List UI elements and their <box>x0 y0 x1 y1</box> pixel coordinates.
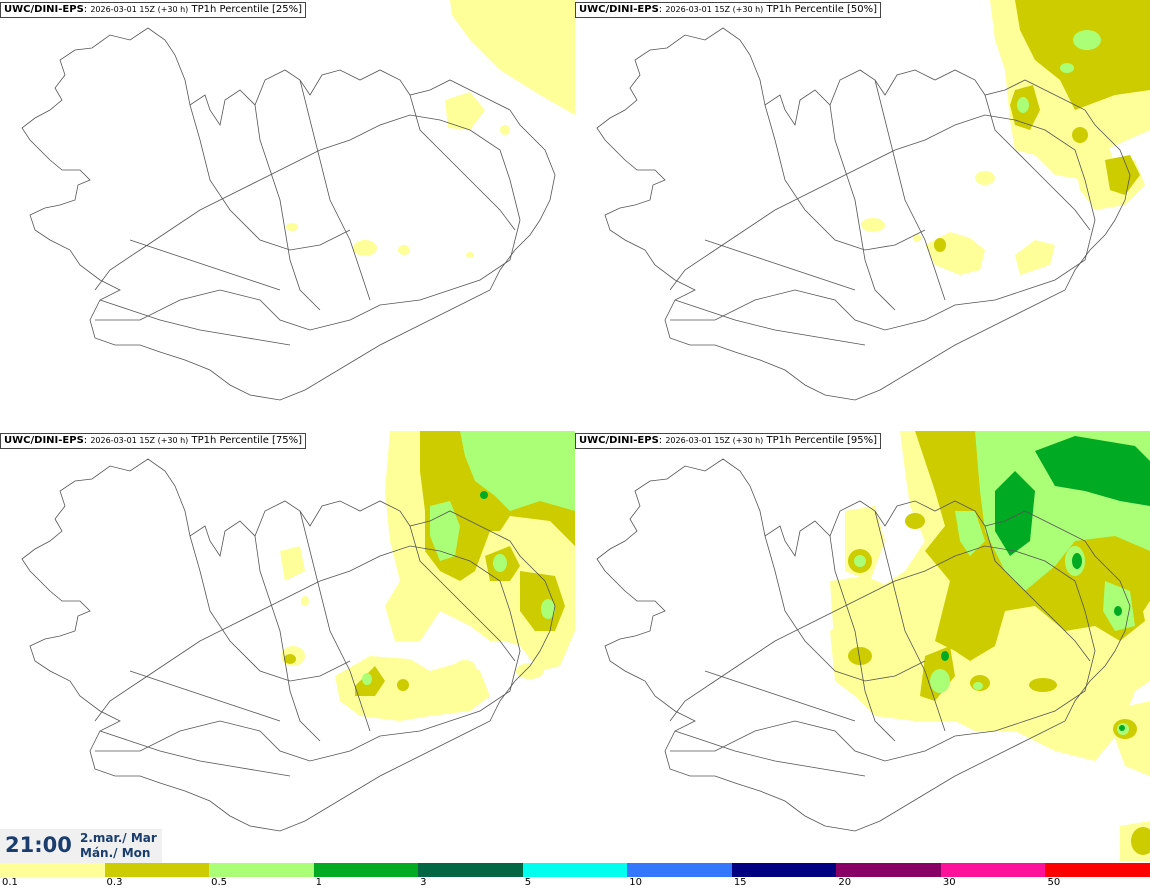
panel-title: UWC/DINI-EPS: 2026-03-01 15Z (+30 h) TP1… <box>575 433 882 449</box>
precip-map <box>596 431 1150 861</box>
legend-swatch <box>940 863 1046 877</box>
legend-swatch <box>731 863 837 877</box>
precip-map <box>596 0 1150 401</box>
legend-tick-label: 0.3 <box>106 877 123 888</box>
legend-tick-label: 50 <box>1047 877 1061 888</box>
valid-time-box: 21:00 2.mar./ Mar Mán./ Mon <box>0 829 162 863</box>
date-line-1: 2.mar./ Mar <box>80 831 157 845</box>
legend-swatch <box>627 863 732 877</box>
legend-ticks: 0.1 0.3 0.5 1 3 5 10 15 20 30 50 <box>0 877 1150 891</box>
panel-title: UWC/DINI-EPS: 2026-03-01 15Z (+30 h) TP1… <box>575 2 882 18</box>
legend-swatch <box>418 863 523 877</box>
legend-tick-label: 3 <box>420 877 427 888</box>
legend-tick-label: 0.5 <box>211 877 227 888</box>
panel-title: UWC/DINI-EPS: 2026-03-01 15Z (+30 h) TP1… <box>0 2 307 18</box>
color-legend <box>0 863 1150 877</box>
legend-swatch <box>1045 863 1150 877</box>
panel-p75: UWC/DINI-EPS: 2026-03-01 15Z (+30 h) TP1… <box>0 431 575 861</box>
legend-swatch <box>313 863 419 877</box>
legend-tick-label: 30 <box>942 877 956 888</box>
legend-swatch <box>104 863 210 877</box>
legend-tick-label: 1 <box>315 877 322 888</box>
legend-swatch <box>209 863 314 877</box>
legend-tick-label: 15 <box>733 877 747 888</box>
valid-date: 2.mar./ Mar Mán./ Mon <box>80 831 157 861</box>
legend-tick-label: 20 <box>838 877 852 888</box>
legend-tick-label: 0.1 <box>2 877 18 888</box>
panel-p25: UWC/DINI-EPS: 2026-03-01 15Z (+30 h) TP1… <box>0 0 575 430</box>
legend-tick-label: 10 <box>629 877 642 888</box>
panel-p95: UWC/DINI-EPS: 2026-03-01 15Z (+30 h) TP1… <box>575 431 1150 861</box>
precip-map <box>21 0 575 401</box>
valid-time: 21:00 <box>5 833 72 857</box>
date-line-2: Mán./ Mon <box>80 846 151 860</box>
legend-swatch <box>836 863 941 877</box>
panel-p50: UWC/DINI-EPS: 2026-03-01 15Z (+30 h) TP1… <box>575 0 1150 430</box>
legend-swatch <box>0 863 105 877</box>
precip-map <box>21 431 575 832</box>
panel-title: UWC/DINI-EPS: 2026-03-01 15Z (+30 h) TP1… <box>0 433 307 449</box>
legend-swatch <box>522 863 628 877</box>
legend-tick-label: 5 <box>524 877 532 888</box>
